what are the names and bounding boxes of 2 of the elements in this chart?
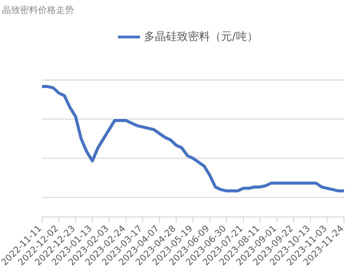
- legend-label: 多晶硅致密料（元/吨）: [144, 30, 258, 44]
- chart-title: 晶致密料价格走势: [2, 4, 74, 17]
